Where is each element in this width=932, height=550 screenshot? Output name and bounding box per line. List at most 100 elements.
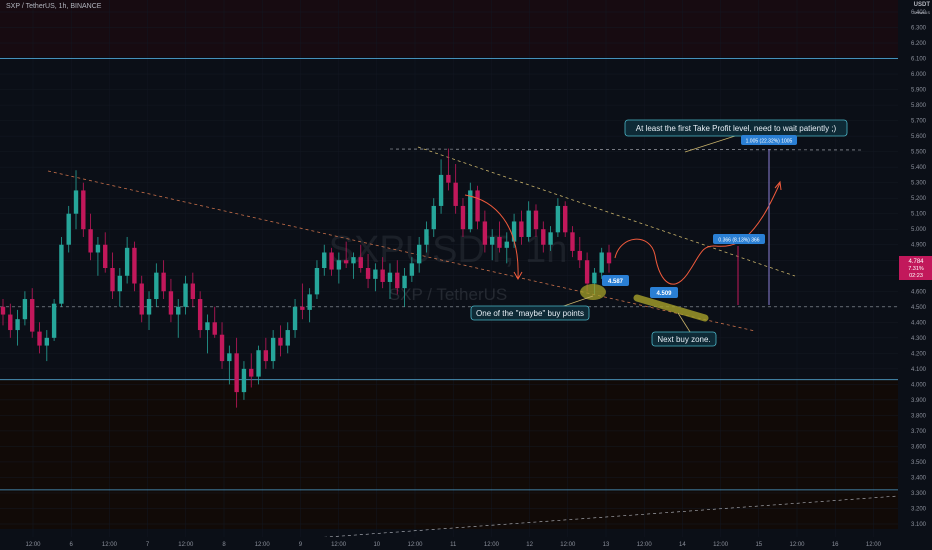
candle-body (431, 205, 436, 230)
callout-next-buy: Next buy zone. (651, 331, 717, 347)
callout-maybe-buy-text: One of the "maybe" buy points (476, 309, 584, 318)
measure-label-1: 0.366 (8.13%) 366 (713, 234, 765, 244)
candle-body (446, 174, 451, 183)
candle-body (139, 283, 144, 315)
svg-text:4.509: 4.509 (656, 291, 672, 297)
price-tick-label: 5.600 (911, 134, 927, 140)
time-axis[interactable]: 12:00 6 12:00 7 12:00 8 12:00 9 12:00 10 12:00 11 12… (0, 537, 932, 550)
time-tick-label: 12:00 (102, 542, 118, 548)
horizontal-levels (0, 58, 898, 491)
candle-body (373, 269, 378, 279)
projection-arrow-down (464, 194, 519, 279)
price-tick-label: 4.400 (911, 320, 927, 326)
price-tick-label: 5.200 (911, 196, 927, 202)
time-tick-label: 11 (450, 542, 457, 548)
callout-connector-2 (677, 312, 693, 336)
time-tick-label: 12:00 (407, 542, 423, 548)
callout-take-profit: At least the first Take Profit level, ne… (624, 119, 848, 137)
callout-take-profit-text: At least the first Take Profit level, ne… (636, 124, 837, 133)
candle-body (234, 353, 239, 393)
candle-body (219, 334, 225, 362)
price-tick-label: 6.000 (911, 72, 927, 78)
candle-body (227, 353, 232, 362)
time-tick-label: 12:00 (484, 542, 500, 548)
candle-body (395, 272, 400, 289)
candle-body (117, 275, 123, 292)
price-tick-label: 5.700 (911, 119, 927, 125)
candle-body (300, 306, 305, 310)
candle-body (307, 294, 312, 310)
candle-body (511, 221, 517, 242)
candle-body (81, 190, 86, 230)
price-tick-label: 3.700 (911, 429, 927, 435)
price-tick-label: 4.900 (911, 243, 927, 249)
price-tick-label: 5.500 (911, 150, 927, 156)
price-tick-label: 3.500 (911, 460, 927, 466)
candle-body (526, 210, 531, 237)
price-tick-label: 4.600 (911, 289, 927, 295)
price-tick-label: 6.300 (911, 26, 927, 32)
svg-text:0.366 (8.13%) 366: 0.366 (8.13%) 366 (718, 238, 759, 244)
candle-body (270, 337, 276, 362)
price-tick-label: 5.300 (911, 181, 927, 187)
measure-label-2: 1.005 (22.32%) 1005 (741, 135, 797, 145)
candle-body (497, 236, 502, 248)
candle-body (584, 260, 590, 284)
price-tick-label: 6.200 (911, 41, 927, 47)
time-tick-label: 12 (526, 542, 533, 548)
candle-body (468, 190, 473, 230)
candle-body (190, 283, 196, 300)
candle-body (343, 260, 349, 264)
candle-body (482, 221, 488, 245)
candle-body (8, 314, 13, 331)
descending-trendline (417, 146, 796, 277)
candle-body (599, 252, 604, 273)
candle-body (489, 236, 495, 245)
candle-body (176, 306, 181, 315)
price-tick-label: 3.100 (911, 522, 927, 528)
price-tick-label: 4.200 (911, 351, 927, 357)
price-tick-label: 3.300 (911, 491, 927, 497)
currency-indicator[interactable]: USDT TetherUS (913, 2, 930, 16)
candle-body (329, 252, 334, 270)
candle-body (256, 350, 261, 377)
svg-text:4.587: 4.587 (608, 279, 624, 285)
price-tick-label: 5.900 (911, 88, 927, 94)
watermark-name: SXP / TetherUS (389, 285, 507, 304)
currency-name: TetherUS (913, 10, 930, 15)
candle-body (132, 247, 137, 284)
candle-body (336, 260, 342, 270)
candle-body (504, 241, 509, 248)
time-axis-bg (0, 537, 932, 550)
candle-body (555, 205, 561, 233)
price-tick-label: 5.800 (911, 103, 927, 109)
symbol-header[interactable]: SXP / TetherUS, 1h, BINANCE (6, 3, 102, 10)
candle-body (110, 268, 115, 292)
projection-path (614, 182, 781, 285)
callout-maybe-buy: One of the "maybe" buy points (470, 305, 590, 321)
time-tick-label: 12:00 (25, 542, 41, 548)
candle-body (424, 229, 429, 245)
candle-body (241, 368, 247, 393)
candle-body (314, 268, 320, 295)
currency-code: USDT (913, 2, 930, 8)
svg-text:4.784: 4.784 (908, 259, 924, 265)
price-tick-label: 5.400 (911, 165, 927, 171)
candle-body (249, 368, 254, 377)
candle-body (103, 244, 108, 268)
candle-body (73, 190, 79, 214)
time-tick-label: 12:00 (255, 542, 271, 548)
svg-text:7.31%: 7.31% (908, 266, 924, 272)
candle-body (205, 322, 210, 331)
candle-body (197, 299, 203, 331)
candle-body (358, 257, 363, 268)
time-tick-label: 9 (299, 542, 303, 548)
candle-body (380, 269, 385, 282)
candle-body (124, 247, 130, 276)
candle-body (44, 337, 49, 346)
time-tick-label: 6 (70, 542, 74, 548)
candle-body (15, 319, 20, 331)
candle-body (263, 350, 269, 362)
candle-body (88, 229, 93, 253)
